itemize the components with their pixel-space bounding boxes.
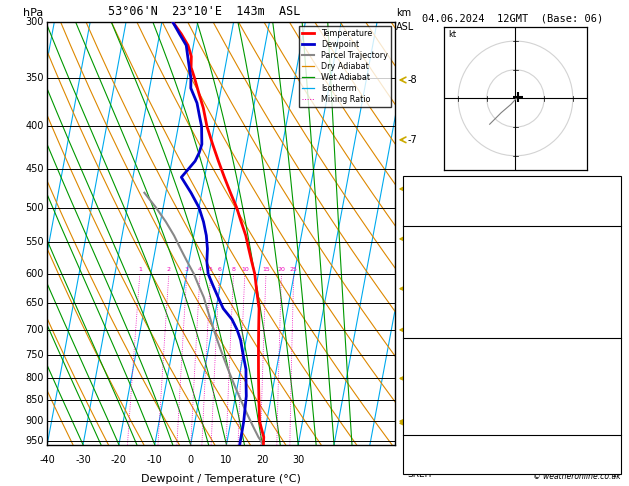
Text: 30: 30	[292, 455, 304, 465]
Text: 750: 750	[25, 350, 43, 360]
Text: -2: -2	[407, 373, 417, 383]
Text: 3: 3	[185, 267, 189, 272]
Text: 29: 29	[606, 181, 618, 190]
Text: 600: 600	[25, 269, 43, 279]
Text: EH: EH	[408, 454, 420, 464]
Text: 450: 450	[25, 164, 43, 174]
Text: 2.64: 2.64	[598, 212, 618, 221]
Text: 20: 20	[256, 455, 269, 465]
Text: 53°06'N  23°10'E  143m  ASL: 53°06'N 23°10'E 143m ASL	[108, 5, 300, 17]
Text: -5: -5	[407, 234, 417, 244]
Text: 15: 15	[262, 267, 270, 272]
Text: Pressure (mb): Pressure (mb)	[408, 358, 470, 367]
Text: 47: 47	[606, 196, 618, 205]
Text: Hodograph: Hodograph	[487, 439, 537, 448]
Text: Dewp (°C): Dewp (°C)	[408, 261, 454, 271]
Text: K: K	[408, 181, 413, 190]
Text: θₑ(K): θₑ(K)	[408, 277, 430, 286]
Text: Lifted Index: Lifted Index	[408, 293, 461, 302]
Text: 13.7: 13.7	[598, 261, 618, 271]
Text: 20: 20	[277, 267, 286, 272]
Text: -5: -5	[609, 454, 618, 464]
Text: -1: -1	[609, 389, 618, 398]
Text: 700: 700	[25, 325, 43, 335]
Text: -6: -6	[407, 184, 417, 194]
Text: 500: 500	[25, 203, 43, 212]
Text: CAPE (J): CAPE (J)	[408, 405, 443, 414]
Text: 800: 800	[25, 373, 43, 383]
Text: CAPE (J): CAPE (J)	[408, 308, 443, 317]
Text: 20.3: 20.3	[598, 246, 618, 255]
Text: 280: 280	[601, 405, 618, 414]
Text: -40: -40	[39, 455, 55, 465]
Text: -1: -1	[407, 416, 417, 426]
Text: kt: kt	[448, 30, 456, 39]
Text: 0: 0	[187, 455, 194, 465]
Text: SREH: SREH	[408, 470, 432, 479]
Text: Mixing Ratio (g/kg): Mixing Ratio (g/kg)	[435, 187, 445, 279]
Text: 850: 850	[25, 396, 43, 405]
Text: -1: -1	[609, 470, 618, 479]
Text: 350: 350	[25, 73, 43, 83]
Text: Surface: Surface	[494, 230, 530, 240]
Text: Dewpoint / Temperature (°C): Dewpoint / Temperature (°C)	[141, 474, 301, 484]
Text: -8: -8	[407, 75, 417, 85]
Text: Totals Totals: Totals Totals	[408, 196, 462, 205]
Text: 5: 5	[209, 267, 213, 272]
Text: 0: 0	[612, 420, 618, 429]
Text: -3: -3	[407, 325, 417, 335]
Text: 900: 900	[25, 416, 43, 426]
Text: 550: 550	[25, 237, 43, 247]
Text: 300: 300	[25, 17, 43, 27]
Text: 950: 950	[25, 436, 43, 446]
Text: 10: 10	[220, 455, 233, 465]
Text: 1: 1	[138, 267, 142, 272]
Text: CIN (J): CIN (J)	[408, 420, 436, 429]
Text: -4: -4	[407, 284, 417, 294]
Text: Most Unstable: Most Unstable	[480, 343, 544, 351]
Text: km: km	[396, 8, 411, 17]
Text: CIN (J): CIN (J)	[408, 324, 436, 333]
Text: Lifted Index: Lifted Index	[408, 389, 461, 398]
Legend: Temperature, Dewpoint, Parcel Trajectory, Dry Adiabat, Wet Adiabat, Isotherm, Mi: Temperature, Dewpoint, Parcel Trajectory…	[299, 26, 391, 107]
Text: 04.06.2024  12GMT  (Base: 06): 04.06.2024 12GMT (Base: 06)	[422, 14, 603, 24]
Text: 280: 280	[601, 308, 618, 317]
Text: Temp (°C): Temp (°C)	[408, 246, 452, 255]
Text: 322: 322	[601, 277, 618, 286]
Text: © weatheronline.co.uk: © weatheronline.co.uk	[533, 472, 621, 481]
Text: 25: 25	[290, 267, 298, 272]
Text: 6: 6	[218, 267, 221, 272]
Text: 8: 8	[231, 267, 235, 272]
Text: 996: 996	[601, 358, 618, 367]
Text: θₑ (K): θₑ (K)	[408, 374, 433, 382]
Text: 10: 10	[241, 267, 248, 272]
Text: hPa: hPa	[23, 8, 43, 17]
Text: -7: -7	[407, 135, 417, 145]
Text: PW (cm): PW (cm)	[408, 212, 445, 221]
Text: 322: 322	[601, 374, 618, 382]
Text: -10: -10	[147, 455, 163, 465]
Text: 0: 0	[612, 324, 618, 333]
Text: 2: 2	[167, 267, 171, 272]
Text: 400: 400	[25, 122, 43, 131]
Text: -20: -20	[111, 455, 127, 465]
Text: 650: 650	[25, 298, 43, 308]
Text: -30: -30	[75, 455, 91, 465]
Text: -1: -1	[609, 293, 618, 302]
Text: 4: 4	[198, 267, 202, 272]
Text: ASL: ASL	[396, 22, 414, 33]
Text: 1LCL: 1LCL	[407, 419, 428, 428]
